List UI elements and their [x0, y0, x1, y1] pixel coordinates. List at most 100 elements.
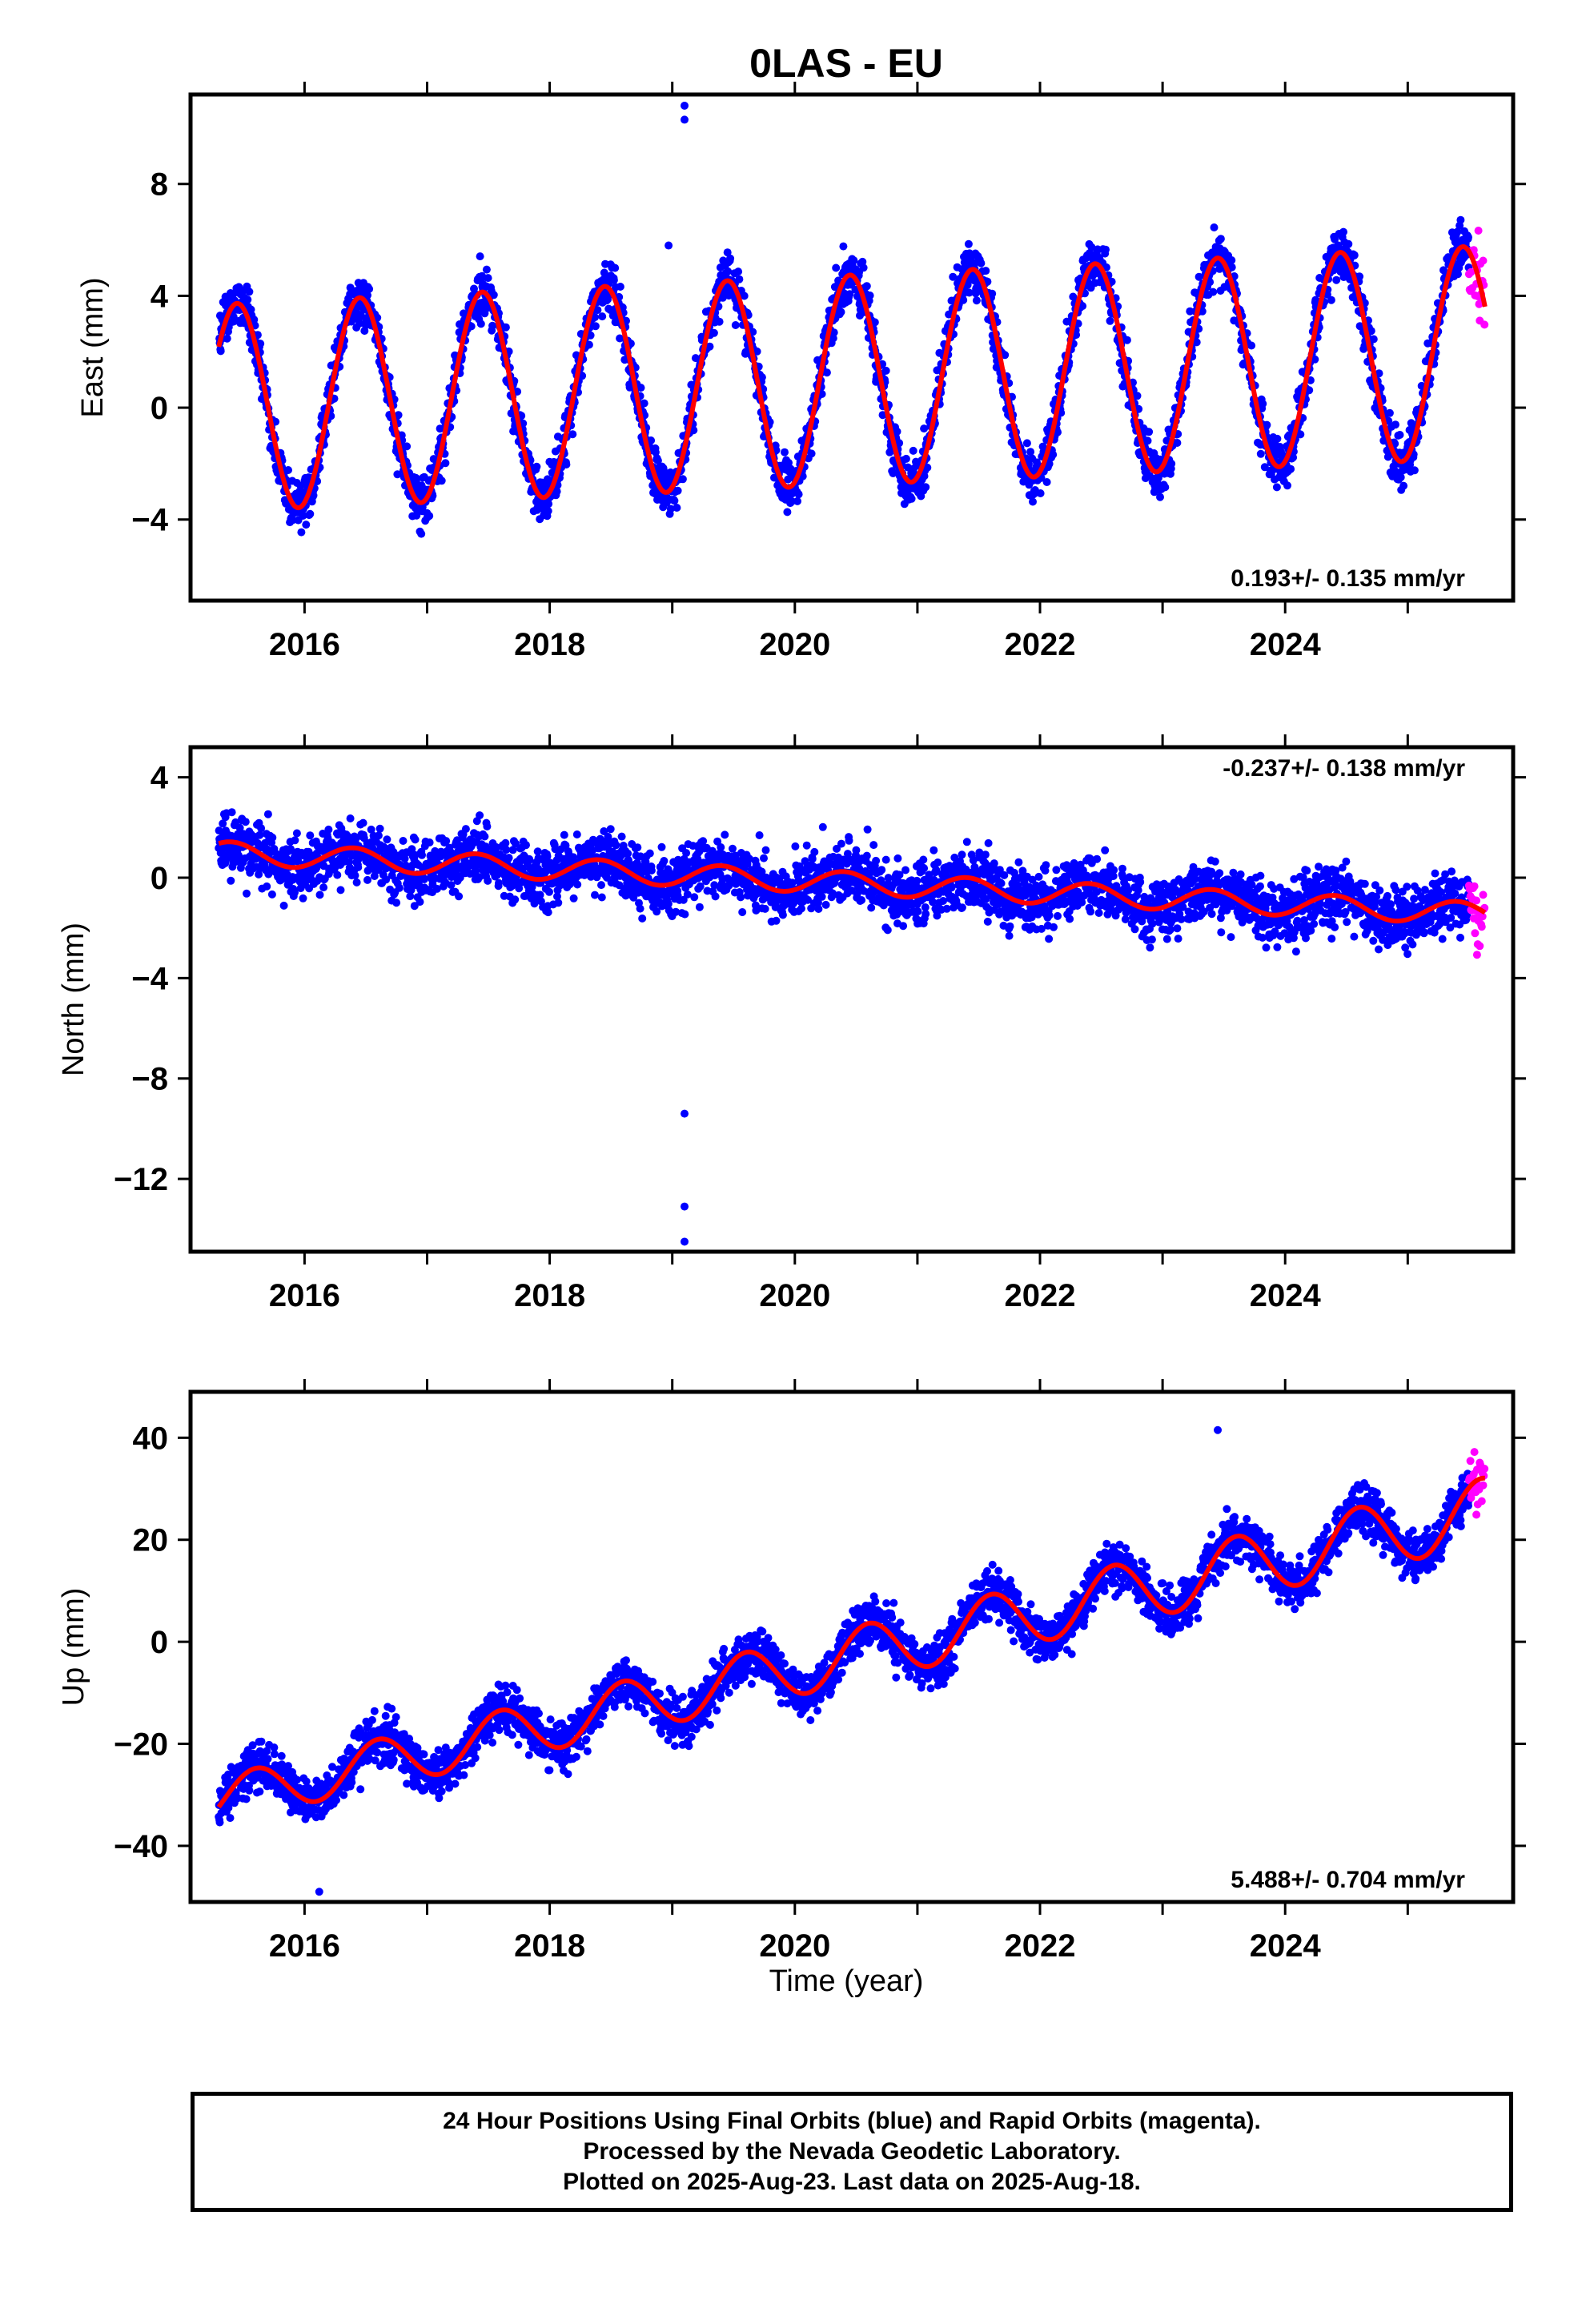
rapid-orbit-point	[1467, 267, 1476, 276]
final-orbit-point	[578, 372, 587, 380]
final-orbit-point	[755, 831, 764, 839]
final-orbit-point	[711, 892, 720, 901]
final-orbit-point	[737, 893, 745, 902]
final-orbit-point	[791, 842, 800, 850]
final-orbit-point	[1173, 439, 1182, 447]
final-orbit-point	[315, 891, 324, 899]
final-orbit-point	[568, 430, 577, 439]
final-orbit-point	[309, 491, 318, 500]
final-orbit-point	[1260, 463, 1269, 472]
final-orbit-point	[346, 814, 355, 822]
final-orbit-point	[670, 497, 679, 505]
final-orbit-point	[1296, 430, 1305, 439]
y-axis-label: East (mm)	[76, 277, 110, 417]
final-orbit-point	[817, 892, 826, 901]
final-orbit-point	[591, 322, 600, 331]
final-orbit-point	[302, 521, 311, 529]
final-orbit-point	[304, 847, 313, 856]
figure-title: 0LAS - EU	[749, 41, 943, 86]
plot-frame	[188, 92, 1516, 603]
final-orbit-point	[227, 876, 235, 885]
final-orbit-point	[336, 886, 345, 895]
final-orbit-point	[783, 508, 792, 517]
final-orbit-point	[554, 899, 563, 907]
final-orbit-point	[881, 366, 890, 375]
final-orbit-point	[1263, 420, 1271, 429]
final-orbit-point	[504, 854, 513, 862]
final-orbit-point	[1339, 227, 1347, 236]
final-orbit-point	[845, 290, 854, 299]
final-orbit-point	[1464, 233, 1472, 242]
final-orbit-point	[511, 895, 520, 904]
final-orbit-point	[682, 849, 691, 858]
final-orbit-point	[972, 296, 981, 305]
final-orbit-point	[417, 529, 426, 538]
final-orbit-point	[633, 843, 642, 852]
final-orbit-point	[1198, 307, 1207, 316]
final-orbit-point	[243, 296, 252, 304]
final-orbit-point	[544, 500, 553, 509]
final-orbit-point	[1227, 256, 1236, 264]
final-orbit-point	[1210, 223, 1219, 231]
final-orbit-point	[609, 275, 618, 284]
final-orbit-point	[1247, 341, 1256, 350]
final-orbit-point	[1272, 483, 1281, 492]
final-orbit-point	[604, 295, 612, 304]
final-orbit-point	[461, 825, 470, 834]
final-orbit-point	[257, 824, 266, 833]
final-orbit-point	[296, 481, 305, 490]
final-orbit-point	[810, 847, 819, 856]
final-orbit-point	[818, 822, 827, 831]
final-orbit-point	[1456, 215, 1465, 224]
final-orbit-point	[1161, 483, 1170, 492]
final-orbit-point	[522, 841, 530, 850]
final-orbit-point	[814, 905, 823, 913]
final-orbit-point	[1054, 428, 1062, 436]
final-orbit-point	[878, 411, 887, 420]
final-orbit-point	[1439, 266, 1447, 275]
final-orbit-point	[781, 448, 789, 456]
final-orbit-point	[482, 265, 491, 274]
final-orbit-point	[921, 483, 930, 492]
final-orbit-point	[235, 823, 244, 832]
final-orbit-point	[870, 318, 879, 327]
final-orbit-point	[1410, 466, 1419, 475]
final-orbit-point	[837, 308, 845, 316]
final-orbit-point	[489, 291, 498, 300]
final-orbit-point	[699, 837, 708, 846]
x-tick-label: 2018	[514, 627, 585, 662]
final-orbit-point	[532, 462, 541, 471]
final-orbit-point	[1273, 434, 1282, 443]
final-orbit-point	[785, 458, 793, 467]
final-orbit-point	[591, 313, 599, 322]
final-orbit-point	[651, 489, 660, 498]
final-orbit-point	[1001, 351, 1010, 360]
x-tick-label: 2016	[269, 627, 340, 662]
final-orbit-point	[616, 334, 624, 343]
final-orbit-point	[513, 388, 522, 396]
final-orbit-point	[544, 908, 552, 917]
final-orbit-point	[586, 331, 595, 340]
final-orbit-point	[673, 486, 682, 495]
x-tick-label: 2020	[759, 627, 830, 662]
final-orbit-point	[598, 312, 607, 321]
final-orbit-point	[849, 256, 858, 265]
final-orbit-point	[821, 900, 830, 909]
final-orbit-point	[1385, 408, 1394, 417]
final-orbit-point	[616, 283, 624, 291]
final-orbit-point	[859, 263, 868, 272]
final-orbit-point	[802, 841, 811, 850]
final-orbit-point	[1036, 489, 1045, 497]
outlier-point	[681, 101, 689, 110]
final-orbit-point	[393, 470, 402, 479]
final-orbit-point	[982, 267, 990, 275]
final-orbit-point	[501, 323, 510, 332]
final-orbit-point	[255, 870, 263, 879]
final-orbit-point	[901, 454, 910, 463]
final-orbit-point	[597, 881, 605, 890]
final-orbit-point	[638, 914, 647, 923]
y-tick-label: −4	[131, 503, 168, 538]
final-orbit-point	[858, 257, 867, 266]
final-orbit-point	[817, 390, 826, 398]
